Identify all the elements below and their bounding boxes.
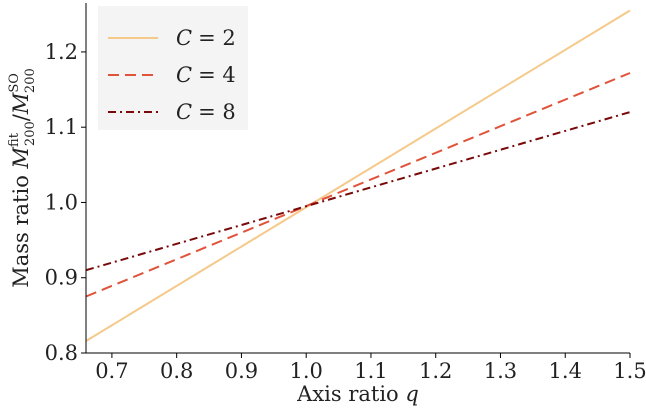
- legend: C = 2 C = 4 C = 8: [108, 26, 236, 124]
- x-tick-label: 1.1: [354, 359, 387, 383]
- legend-box: [98, 6, 248, 130]
- x-tick-label: 1.3: [484, 359, 517, 383]
- legend-label: C = 4: [176, 63, 236, 87]
- x-axis-label: Axis ratio q: [296, 382, 419, 406]
- legend-entry-3: C = 8: [108, 100, 236, 124]
- x-tick-label: 1.5: [613, 359, 646, 383]
- y-tick-label: 1.1: [45, 115, 78, 139]
- x-tick-label: 0.9: [225, 359, 258, 383]
- series-line-2: [85, 72, 631, 298]
- y-tick-label: 0.8: [45, 341, 78, 365]
- x-tick-label: 1.4: [549, 359, 582, 383]
- series-line-3: [85, 111, 631, 272]
- series-line-1: [85, 9, 631, 342]
- y-tick-label: 1.0: [45, 190, 78, 214]
- x-tick-label: 1.2: [419, 359, 452, 383]
- y-tick-label: 0.9: [45, 266, 78, 290]
- legend-label: C = 8: [176, 100, 236, 124]
- x-tick-label: 0.8: [160, 359, 193, 383]
- y-ticks: 0.8 0.9 1.0 1.1 1.2: [45, 40, 86, 365]
- legend-label: C = 2: [176, 26, 236, 50]
- x-ticks: 0.7 0.8 0.9 1.0 1.1 1.2 1.3 1.4 1.5: [95, 353, 646, 383]
- x-tick-label: 1.0: [289, 359, 322, 383]
- series-layer: [85, 9, 631, 342]
- legend-entry-2: C = 4: [108, 63, 236, 87]
- y-axis-label: Mass ratio Mfit200/MSO200: [7, 68, 38, 288]
- legend-entry-1: C = 2: [108, 26, 236, 50]
- y-tick-label: 1.2: [45, 40, 78, 64]
- x-tick-label: 0.7: [95, 359, 128, 383]
